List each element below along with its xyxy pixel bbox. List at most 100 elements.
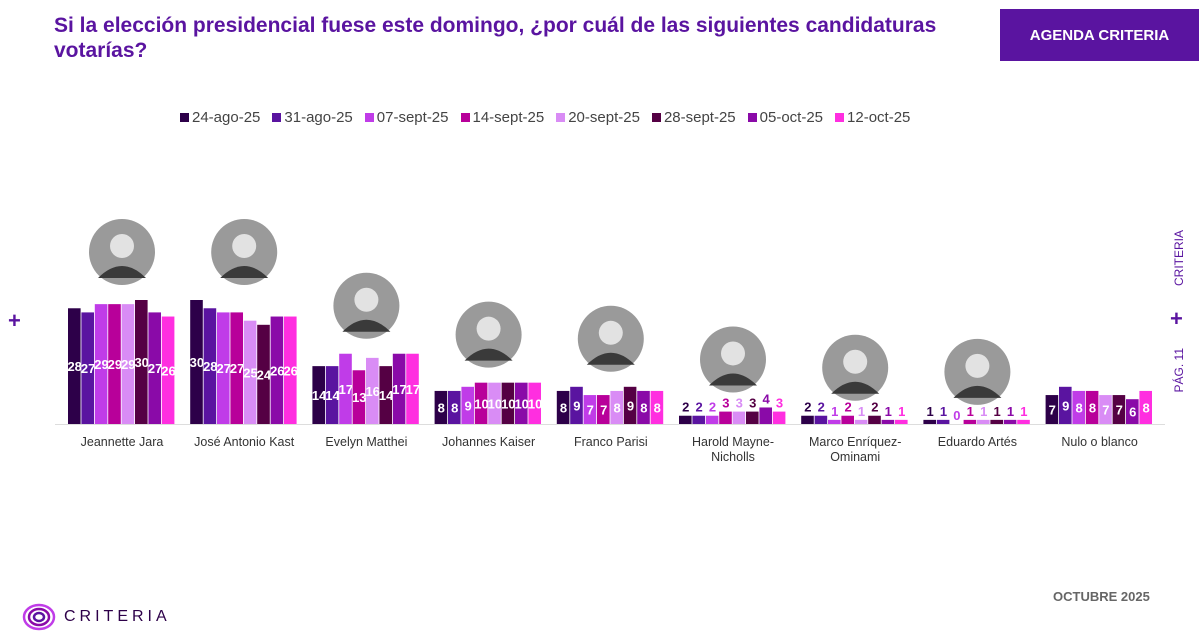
bar <box>68 308 81 424</box>
candidate-photo-body <box>831 381 880 394</box>
data-label: 4 <box>762 391 770 406</box>
data-label: 7 <box>1049 403 1056 418</box>
bar <box>732 411 746 424</box>
data-label: 6 <box>1129 405 1136 420</box>
bar <box>230 312 243 424</box>
page-title: Si la elección presidencial fuese este d… <box>54 14 937 62</box>
data-label: 27 <box>230 361 244 376</box>
candidate-photo-head <box>232 234 257 258</box>
bar <box>1003 419 1017 424</box>
candidate-photo-head <box>354 287 379 312</box>
report-date: OCTUBRE 2025 <box>1053 589 1150 604</box>
bar <box>148 312 161 424</box>
data-label: 17 <box>339 382 353 397</box>
category-label: Marco Enríquez- <box>809 435 901 449</box>
data-label: 9 <box>573 398 580 413</box>
logo-text: CRITERIA <box>64 608 171 625</box>
bar <box>801 415 814 424</box>
bar <box>556 390 570 424</box>
legend-label: 07-sept-25 <box>376 109 449 126</box>
data-label: 10 <box>501 396 515 411</box>
data-label: 8 <box>1089 400 1096 415</box>
data-label: 25 <box>243 365 257 380</box>
data-label: 29 <box>108 357 122 372</box>
data-label: 3 <box>736 396 743 411</box>
data-label: 27 <box>216 361 230 376</box>
bar <box>366 357 379 424</box>
data-label: 26 <box>270 363 284 378</box>
candidate-photo-body <box>342 319 391 332</box>
bar <box>583 395 597 424</box>
bar <box>1126 399 1139 424</box>
bar <box>81 312 94 424</box>
data-label: 2 <box>682 400 689 415</box>
data-label: 3 <box>776 396 783 411</box>
bar <box>772 411 786 424</box>
legend-label: 28-sept-25 <box>663 109 736 126</box>
bar <box>108 304 121 424</box>
bar <box>270 316 284 424</box>
data-label: 1 <box>885 404 892 419</box>
data-label: 7 <box>600 403 607 418</box>
bar <box>434 390 448 424</box>
candidate-photo-head <box>721 341 745 366</box>
data-label: 1 <box>980 404 987 419</box>
legend-label: 05-oct-25 <box>759 109 824 126</box>
candidate-photo-head <box>843 349 868 374</box>
bar <box>1045 395 1059 424</box>
data-label: 10 <box>488 396 502 411</box>
bar <box>1072 390 1085 424</box>
criteria-logo-icon <box>22 603 56 631</box>
bar <box>623 386 637 424</box>
legend-swatch <box>180 113 189 122</box>
legend-item: 05-oct-25 <box>747 109 824 126</box>
data-label: 16 <box>365 384 379 399</box>
data-label: 3 <box>749 396 756 411</box>
data-label: 8 <box>1142 400 1149 415</box>
data-label: 3 <box>722 396 729 411</box>
bar <box>515 382 528 424</box>
legend-swatch <box>460 113 470 122</box>
bar <box>1112 395 1126 424</box>
bar <box>881 419 895 424</box>
bar <box>895 419 908 424</box>
data-label: 2 <box>844 400 851 415</box>
category-label: Ominami <box>830 450 880 464</box>
bar <box>339 353 352 424</box>
data-label: 1 <box>926 404 933 419</box>
data-label: 28 <box>67 359 81 374</box>
candidate-photo-head <box>598 320 623 345</box>
bar <box>392 353 406 424</box>
data-label: 7 <box>1102 403 1109 418</box>
data-label: 8 <box>613 400 620 415</box>
legend-label: 31-ago-25 <box>284 109 353 126</box>
data-label: 30 <box>190 355 204 370</box>
candidate-photo-body <box>98 266 146 278</box>
bar <box>528 382 541 424</box>
legend-label: 24-ago-25 <box>192 109 261 126</box>
data-label: 2 <box>695 400 702 415</box>
category-label: Harold Mayne- <box>692 435 774 449</box>
data-label: 10 <box>514 396 528 411</box>
bar <box>841 415 854 424</box>
data-label: 8 <box>654 400 661 415</box>
data-label: 24 <box>257 367 272 382</box>
bar <box>121 304 135 424</box>
bar <box>637 390 650 424</box>
data-label: 28 <box>203 359 217 374</box>
data-label: 7 <box>1116 403 1123 418</box>
data-label: 14 <box>325 388 340 403</box>
bar <box>1139 390 1152 424</box>
legend-label: 14-sept-25 <box>472 109 545 126</box>
bar <box>692 415 705 424</box>
side-label: CRITERIA + PÁG. 11 <box>1168 230 1192 400</box>
bar <box>759 407 772 424</box>
candidate-photo-body <box>709 373 757 386</box>
candidate-photo-head <box>476 316 501 341</box>
legend-swatch <box>272 113 282 122</box>
plus-icon: + <box>8 308 21 333</box>
bar <box>1099 395 1112 424</box>
bar <box>854 419 868 424</box>
bar <box>990 419 1003 424</box>
